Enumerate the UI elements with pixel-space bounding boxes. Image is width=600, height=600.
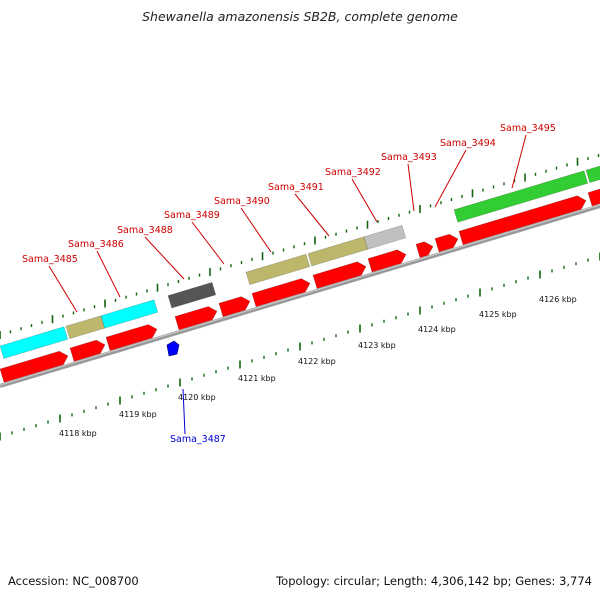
gene-label: Sama_3490 <box>214 196 270 207</box>
cds-reverse-arrow <box>166 340 180 357</box>
gene-leader-line <box>144 236 185 280</box>
gene-leader-line <box>434 149 467 208</box>
gene-leader-line <box>48 265 78 313</box>
cds-forward-arrow <box>105 324 158 351</box>
gene-leader-line <box>511 134 527 189</box>
kbp-label: 4120 kbp <box>178 393 216 402</box>
cds-forward-arrow <box>218 296 251 318</box>
gene-leader-line <box>407 163 415 212</box>
genome-info-label: Topology: circular; Length: 4,306,142 bp… <box>276 574 592 588</box>
kbp-label: 4125 kbp <box>479 310 517 319</box>
cds-forward-arrow <box>587 188 600 207</box>
category-block <box>363 225 407 250</box>
cds-forward-arrow <box>458 195 587 246</box>
gene-leader-line <box>191 221 225 265</box>
gene-label: Sama_3486 <box>68 239 124 250</box>
cds-forward-arrow <box>312 261 367 289</box>
cds-forward-arrow <box>0 350 69 383</box>
gene-leader-line <box>240 207 272 253</box>
kbp-label: 4122 kbp <box>298 357 336 366</box>
kbp-label: 4119 kbp <box>119 410 157 419</box>
gene-label: Sama_3488 <box>117 225 173 236</box>
category-block <box>245 253 311 286</box>
cds-forward-arrow <box>367 249 407 273</box>
cds-forward-arrow <box>251 278 311 308</box>
kbp-label: 4123 kbp <box>358 341 396 350</box>
category-block <box>307 236 369 267</box>
gene-leader-line <box>182 388 186 435</box>
gene-label: Sama_3494 <box>440 138 496 149</box>
genome-backbone-highlight <box>0 204 600 386</box>
category-block <box>65 315 106 340</box>
kbp-label: 4121 kbp <box>238 374 276 383</box>
cds-forward-arrow <box>434 233 459 253</box>
kbp-label: 4124 kbp <box>418 325 456 334</box>
kbp-label: 4118 kbp <box>59 429 97 438</box>
gene-label: Sama_3489 <box>164 210 220 221</box>
gene-leader-line <box>351 178 378 223</box>
category-block <box>167 282 217 309</box>
map-title: Shewanella amazonensis SB2B, complete ge… <box>142 9 458 24</box>
cds-forward-arrow <box>69 339 106 362</box>
genome-backbone <box>0 204 600 388</box>
gene-label: Sama_3487 <box>170 434 226 445</box>
gene-leader-line <box>294 193 330 237</box>
gene-label: Sama_3485 <box>22 254 78 265</box>
cds-forward-arrow <box>174 306 218 331</box>
category-block <box>585 165 600 184</box>
category-block <box>0 326 69 359</box>
accession-label: Accession: NC_008700 <box>8 574 139 588</box>
kbp-label: 4126 kbp <box>539 295 577 304</box>
gene-label: Sama_3493 <box>381 152 437 163</box>
category-block <box>100 299 159 329</box>
gene-label: Sama_3495 <box>500 123 556 134</box>
category-block <box>453 170 589 223</box>
cds-forward-arrow <box>415 241 434 258</box>
gene-label: Sama_3492 <box>325 167 381 178</box>
gene-label: Sama_3491 <box>268 182 324 193</box>
gene-leader-line <box>96 250 121 298</box>
